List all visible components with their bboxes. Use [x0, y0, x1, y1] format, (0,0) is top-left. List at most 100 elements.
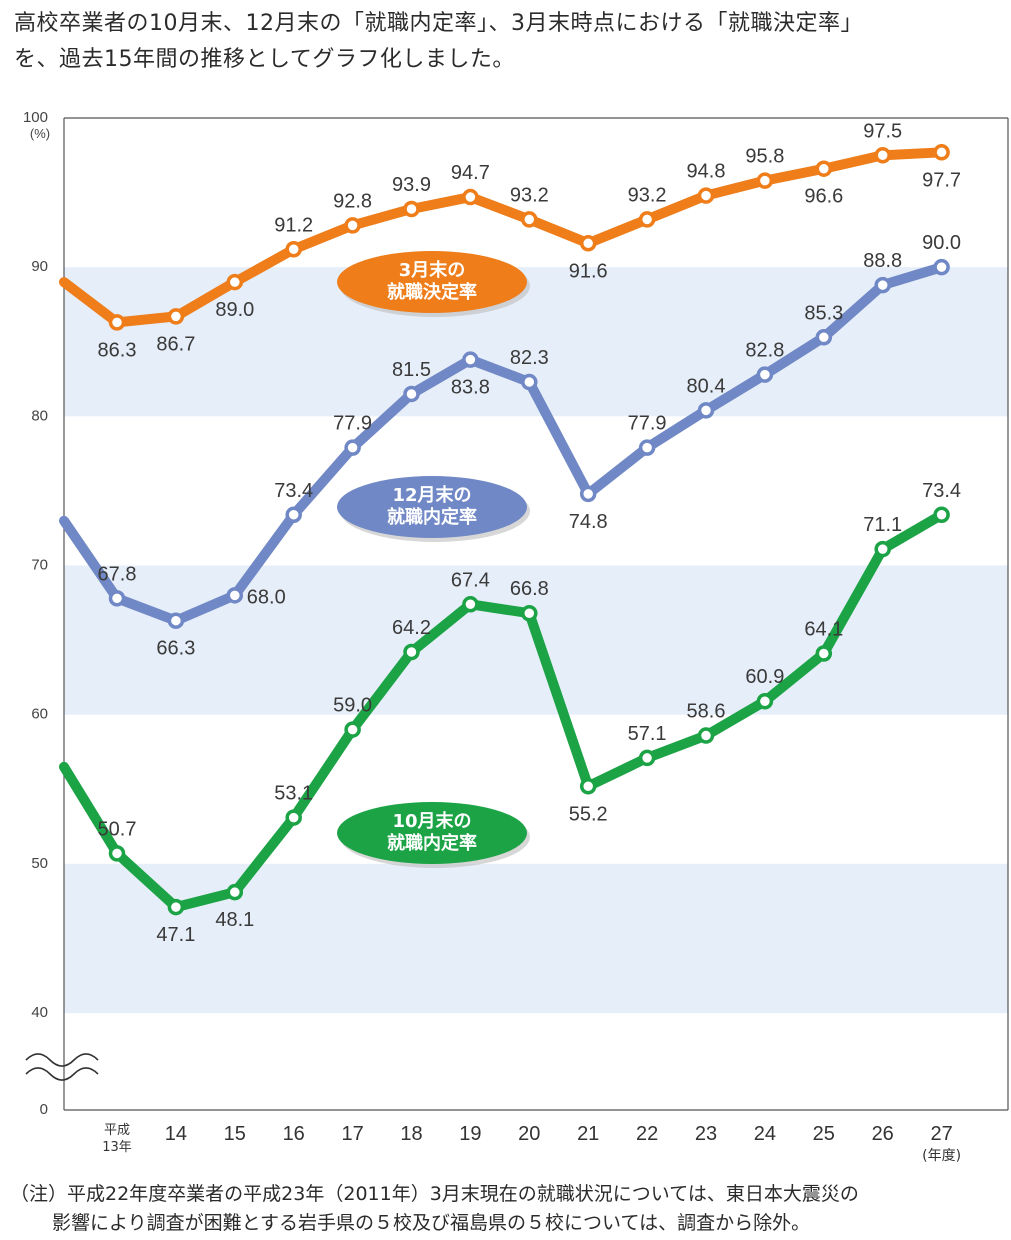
data-label-s0-8: 91.6	[569, 260, 608, 282]
data-point-s2-1	[167, 898, 185, 916]
data-label-s1-11: 82.8	[745, 340, 784, 362]
data-point-s0-5	[403, 200, 420, 218]
x-tick-label-12: 25	[813, 1123, 835, 1145]
x-tick-label-5: 18	[400, 1123, 422, 1145]
data-label-s0-10: 94.8	[687, 161, 726, 183]
data-label-s1-1: 66.3	[156, 638, 195, 660]
data-point-s1-8	[579, 485, 597, 503]
y-tick-label-100: 100	[23, 109, 48, 126]
data-point-s1-6	[462, 351, 479, 368]
data-point-s2-13	[874, 540, 891, 558]
data-point-s0-2	[226, 273, 244, 291]
data-label-s1-3: 73.4	[274, 480, 313, 502]
data-point-s1-2	[226, 587, 244, 604]
data-point-s2-8	[579, 778, 597, 795]
series-line-2	[59, 509, 947, 913]
legend-pill-1	[337, 476, 527, 538]
data-point-s0-7	[521, 211, 538, 228]
x-tick-label-11: 24	[754, 1123, 776, 1145]
data-point-s1-1	[167, 612, 185, 629]
data-point-s2-3	[285, 809, 302, 826]
data-label-s2-3: 53.1	[274, 783, 313, 805]
x-tick-label-2: 15	[224, 1123, 246, 1145]
data-label-s0-3: 91.2	[274, 214, 313, 236]
series-line-1	[59, 262, 947, 626]
y-tick-label-40: 40	[31, 1004, 48, 1021]
data-label-s0-6: 94.7	[451, 162, 490, 184]
x-tick-label-14: 27	[930, 1123, 952, 1145]
data-point-s1-3	[285, 506, 302, 524]
data-label-s0-7: 93.2	[510, 184, 549, 206]
y-tick-label-80: 80	[31, 407, 48, 424]
data-point-s1-0	[108, 590, 126, 607]
data-label-s2-14: 73.4	[922, 480, 961, 502]
data-label-s2-10: 58.6	[687, 701, 726, 723]
data-point-s2-4	[344, 721, 361, 738]
x-tick-label-4: 17	[341, 1123, 363, 1145]
x-tick-label-8: 21	[577, 1123, 599, 1145]
data-point-s1-13	[874, 276, 891, 294]
data-label-s0-0: 86.3	[98, 339, 137, 361]
data-point-s0-6	[462, 188, 479, 206]
data-label-s1-8: 74.8	[569, 511, 608, 533]
data-point-s1-14	[933, 258, 950, 276]
data-point-s0-13	[874, 147, 891, 164]
data-label-s2-5: 64.2	[392, 617, 431, 639]
data-label-s1-6: 83.8	[451, 377, 490, 399]
data-point-s1-11	[756, 366, 774, 383]
grid-band-0	[64, 863, 1008, 1013]
y-unit-label: (%)	[30, 126, 50, 141]
footnote-line-1: （注）平成22年度卒業者の平成23年（2011年）3月末現在の就職状況については…	[10, 1183, 859, 1205]
data-point-s1-9	[638, 439, 656, 456]
data-point-s1-12	[815, 329, 833, 346]
data-point-s0-12	[815, 160, 833, 177]
data-label-s2-1: 47.1	[156, 924, 195, 946]
data-label-s2-11: 60.9	[745, 666, 784, 688]
axis-break-wave-2	[25, 1067, 99, 1081]
chart-heading: 高校卒業者の10月末、12月末の「就職内定率」、3月末時点における「就職決定率」…	[14, 6, 1004, 78]
data-label-s0-12: 96.6	[804, 186, 843, 208]
x-unit-label: (年度)	[922, 1148, 961, 1164]
data-label-s0-9: 93.2	[628, 184, 667, 206]
data-label-s1-13: 88.8	[863, 250, 902, 272]
data-label-s0-5: 93.9	[392, 174, 431, 196]
data-label-s1-12: 85.3	[804, 302, 843, 324]
data-label-s0-14: 97.7	[922, 169, 961, 191]
data-label-s2-2: 48.1	[215, 909, 254, 931]
x-tick-label-10: 23	[695, 1123, 717, 1145]
data-label-s2-12: 64.1	[804, 619, 843, 641]
data-point-s0-4	[344, 217, 361, 234]
legend-label-1: 12月末の就職内定率	[387, 484, 477, 528]
data-label-s2-4: 59.0	[333, 695, 372, 717]
y-tick-label-50: 50	[31, 855, 48, 872]
data-label-s1-9: 77.9	[628, 413, 667, 435]
data-label-s2-0: 50.7	[98, 818, 137, 840]
data-label-s2-9: 57.1	[628, 723, 667, 745]
data-label-s0-1: 86.7	[156, 333, 195, 355]
data-point-s2-11	[756, 692, 774, 710]
data-label-s0-13: 97.5	[863, 120, 902, 142]
data-point-s0-10	[697, 187, 715, 204]
axis-break-wave-1	[25, 1053, 99, 1067]
data-label-s1-2: 68.0	[247, 586, 286, 608]
x-tick-label-13: 26	[872, 1123, 894, 1145]
data-label-s1-10: 80.4	[687, 375, 726, 397]
x-tick-label-3: 16	[283, 1123, 305, 1145]
x-tick-label-9: 22	[636, 1123, 658, 1145]
data-label-s2-13: 71.1	[863, 514, 902, 536]
data-point-s2-9	[638, 749, 656, 767]
employment-rate-line-chart: 0 40 50 60 70 80 90 100(%) 平成 13年 14 15 16 17 18 19 20 21…	[23, 109, 1009, 1164]
data-point-s2-14	[933, 506, 950, 524]
legend-pill-2	[337, 802, 527, 864]
heading-line-2: を、過去15年間の推移としてグラフ化しました。	[14, 47, 515, 72]
data-point-s1-7	[521, 373, 538, 391]
y-tick-label-0: 0	[40, 1101, 48, 1118]
data-label-s1-14: 90.0	[922, 232, 961, 254]
data-label-s2-7: 66.8	[510, 578, 549, 600]
data-point-s2-2	[226, 883, 244, 901]
data-point-s2-6	[462, 596, 479, 613]
data-label-s1-0: 67.8	[98, 563, 137, 585]
data-point-s1-5	[403, 385, 420, 403]
data-point-s0-14	[933, 144, 950, 161]
data-point-s2-7	[521, 604, 538, 622]
